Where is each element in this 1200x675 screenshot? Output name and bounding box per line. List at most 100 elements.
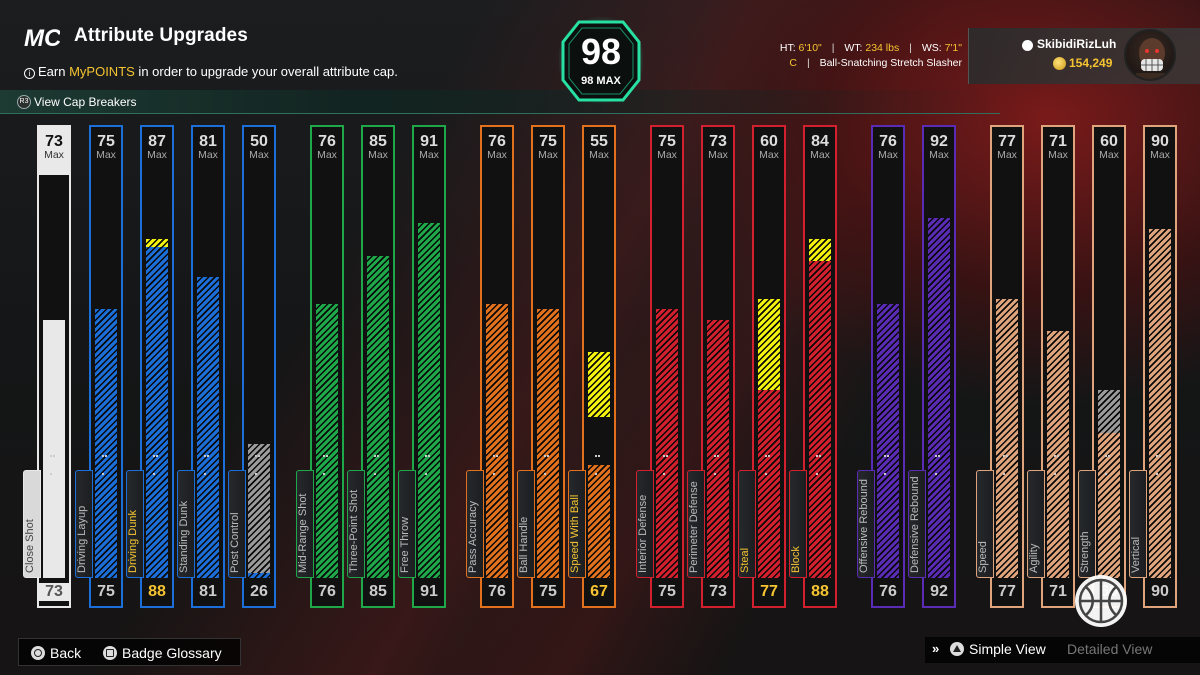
attribute-cap: 76	[318, 133, 336, 150]
attribute-fill	[486, 303, 508, 578]
attribute-value: 88	[811, 583, 829, 600]
attribute-boost-segment	[809, 239, 831, 261]
attribute-column-interior-defense[interactable]: 75 Max Interior Defense 75	[636, 125, 684, 608]
attribute-column-driving-dunk[interactable]: 87 Max Driving Dunk 88	[126, 125, 174, 608]
height-label: HT:	[779, 42, 796, 54]
attribute-value: 71	[1049, 583, 1067, 600]
attribute-value: 73	[37, 583, 71, 601]
attribute-column-block[interactable]: 84 Max Block 88	[789, 125, 837, 608]
attribute-column-defensive-rebound[interactable]: 92 Max Defensive Rebound 92	[908, 125, 956, 608]
attribute-label-tab	[1129, 470, 1147, 578]
attribute-max-label: Max	[96, 149, 116, 161]
attribute-max-label: Max	[657, 149, 677, 161]
double-chevron-icon: »	[932, 641, 940, 656]
wingspan-label: WS:	[921, 42, 942, 54]
attribute-dots	[1054, 455, 1062, 475]
attribute-fill	[877, 303, 899, 578]
attribute-max-label: Max	[929, 149, 949, 161]
overall-value: 98	[580, 31, 622, 72]
attribute-label-tab	[228, 470, 246, 578]
attribute-max-label: Max	[997, 149, 1017, 161]
attribute-column-strength[interactable]: 60MaxStrength60	[1078, 125, 1126, 608]
attribute-fill	[197, 277, 219, 578]
attribute-name: Defensive Rebound	[909, 476, 921, 573]
attribute-max-label: Max	[589, 149, 609, 161]
attribute-cap: 87	[148, 133, 166, 150]
attribute-dots	[884, 455, 892, 475]
attribute-column-driving-layup[interactable]: 75 Max Driving Layup 75	[75, 125, 123, 608]
attribute-column-perimeter-defense[interactable]: 73 Max Perimeter Defense 73	[687, 125, 735, 608]
basketball-icon[interactable]	[1073, 573, 1129, 629]
attribute-frame	[242, 125, 276, 608]
attribute-fill	[1047, 330, 1069, 578]
attribute-column-offensive-rebound[interactable]: 76 Max Offensive Rebound 76	[857, 125, 905, 608]
attribute-name: Agility	[1028, 543, 1040, 573]
attribute-name: Offensive Rebound	[858, 479, 870, 573]
attribute-cap: 73	[45, 133, 63, 150]
attribute-frame	[1092, 125, 1126, 608]
attribute-fill	[656, 309, 678, 578]
attribute-fill	[588, 465, 610, 578]
attribute-column-mid-range-shot[interactable]: 76 Max Mid-Range Shot 76	[296, 125, 344, 608]
attribute-value: 77	[998, 583, 1016, 600]
attribute-fill	[146, 244, 168, 578]
attribute-column-three-point-shot[interactable]: 85 Max Three-Point Shot 85	[347, 125, 395, 608]
overall-ring-icon	[559, 16, 643, 104]
attribute-label-tab	[976, 470, 994, 578]
badge-glossary-button[interactable]: Badge Glossary	[103, 645, 222, 661]
attribute-cap: 55	[590, 133, 608, 150]
attribute-name: Steal	[739, 547, 751, 573]
attribute-column-vertical[interactable]: 90 Max Vertical 90	[1129, 125, 1177, 608]
attribute-name: Mid-Range Shot	[297, 493, 309, 574]
attribute-value: 76	[318, 583, 336, 600]
attribute-dots	[1105, 455, 1113, 475]
attribute-column-pass-accuracy[interactable]: 76 Max Pass Accuracy 76	[466, 125, 514, 608]
back-button[interactable]: Back	[31, 645, 81, 661]
attribute-value: 77	[760, 583, 778, 600]
attribute-label-tab	[636, 470, 654, 578]
weight-label: WT:	[844, 42, 863, 54]
attribute-column-speed-with-ball[interactable]: 55 Max Speed With Ball 67	[568, 125, 616, 608]
attribute-column-free-throw[interactable]: 91 Max Free Throw 91	[398, 125, 446, 608]
attribute-column-steal[interactable]: 60 Max Steal 77	[738, 125, 786, 608]
attribute-cap: 90	[1151, 133, 1169, 150]
back-label: Back	[50, 645, 82, 661]
cap-breakers-label: View Cap Breakers	[34, 95, 137, 109]
detailed-view-button[interactable]: Detailed View	[1067, 641, 1153, 657]
attribute-name: Driving Layup	[76, 505, 88, 573]
attribute-dots	[544, 455, 552, 475]
avatar	[1124, 29, 1176, 81]
attribute-value: 85	[369, 583, 387, 600]
attribute-value: 90	[1151, 583, 1169, 600]
attribute-value: 76	[879, 583, 897, 600]
attribute-cap: 76	[879, 133, 897, 150]
attribute-value: 91	[420, 583, 438, 600]
attribute-label-tab	[126, 470, 144, 578]
attribute-column-close-shot[interactable]: 73 Max Close Shot 73	[23, 125, 71, 608]
attribute-max-label: Max	[1150, 149, 1170, 161]
attribute-boost-segment	[248, 443, 270, 573]
view-cap-breakers-button[interactable]: R3 View Cap Breakers	[0, 90, 1000, 114]
attribute-name: Block	[790, 546, 802, 573]
attribute-fill	[928, 217, 950, 578]
attribute-column-post-control[interactable]: 50 Max Post Control 26	[228, 125, 276, 608]
attribute-fill	[248, 572, 270, 578]
attribute-dots	[765, 455, 773, 475]
attribute-max-label: Max	[810, 149, 830, 161]
simple-view-button[interactable]: Simple View	[950, 641, 1046, 657]
attribute-name: Speed	[977, 541, 989, 573]
attribute-dots	[816, 455, 824, 475]
attribute-dots	[323, 455, 331, 475]
earn-prefix: Earn	[38, 64, 70, 79]
attribute-name: Pass Accuracy	[467, 500, 479, 573]
attribute-column-standing-dunk[interactable]: 81 Max Standing Dunk 81	[177, 125, 225, 608]
attribute-column-ball-handle[interactable]: 75 Max Ball Handle 75	[517, 125, 565, 608]
attribute-fill	[809, 260, 831, 578]
attribute-label-tab	[908, 470, 926, 578]
attribute-column-speed[interactable]: 77 Max Speed 77	[976, 125, 1024, 608]
attribute-cap: 75	[97, 133, 115, 150]
attribute-label-tab	[296, 470, 314, 578]
attribute-label-tab	[687, 470, 705, 578]
attribute-dots	[595, 455, 603, 475]
attribute-column-agility[interactable]: 71 Max Agility 71	[1027, 125, 1075, 608]
